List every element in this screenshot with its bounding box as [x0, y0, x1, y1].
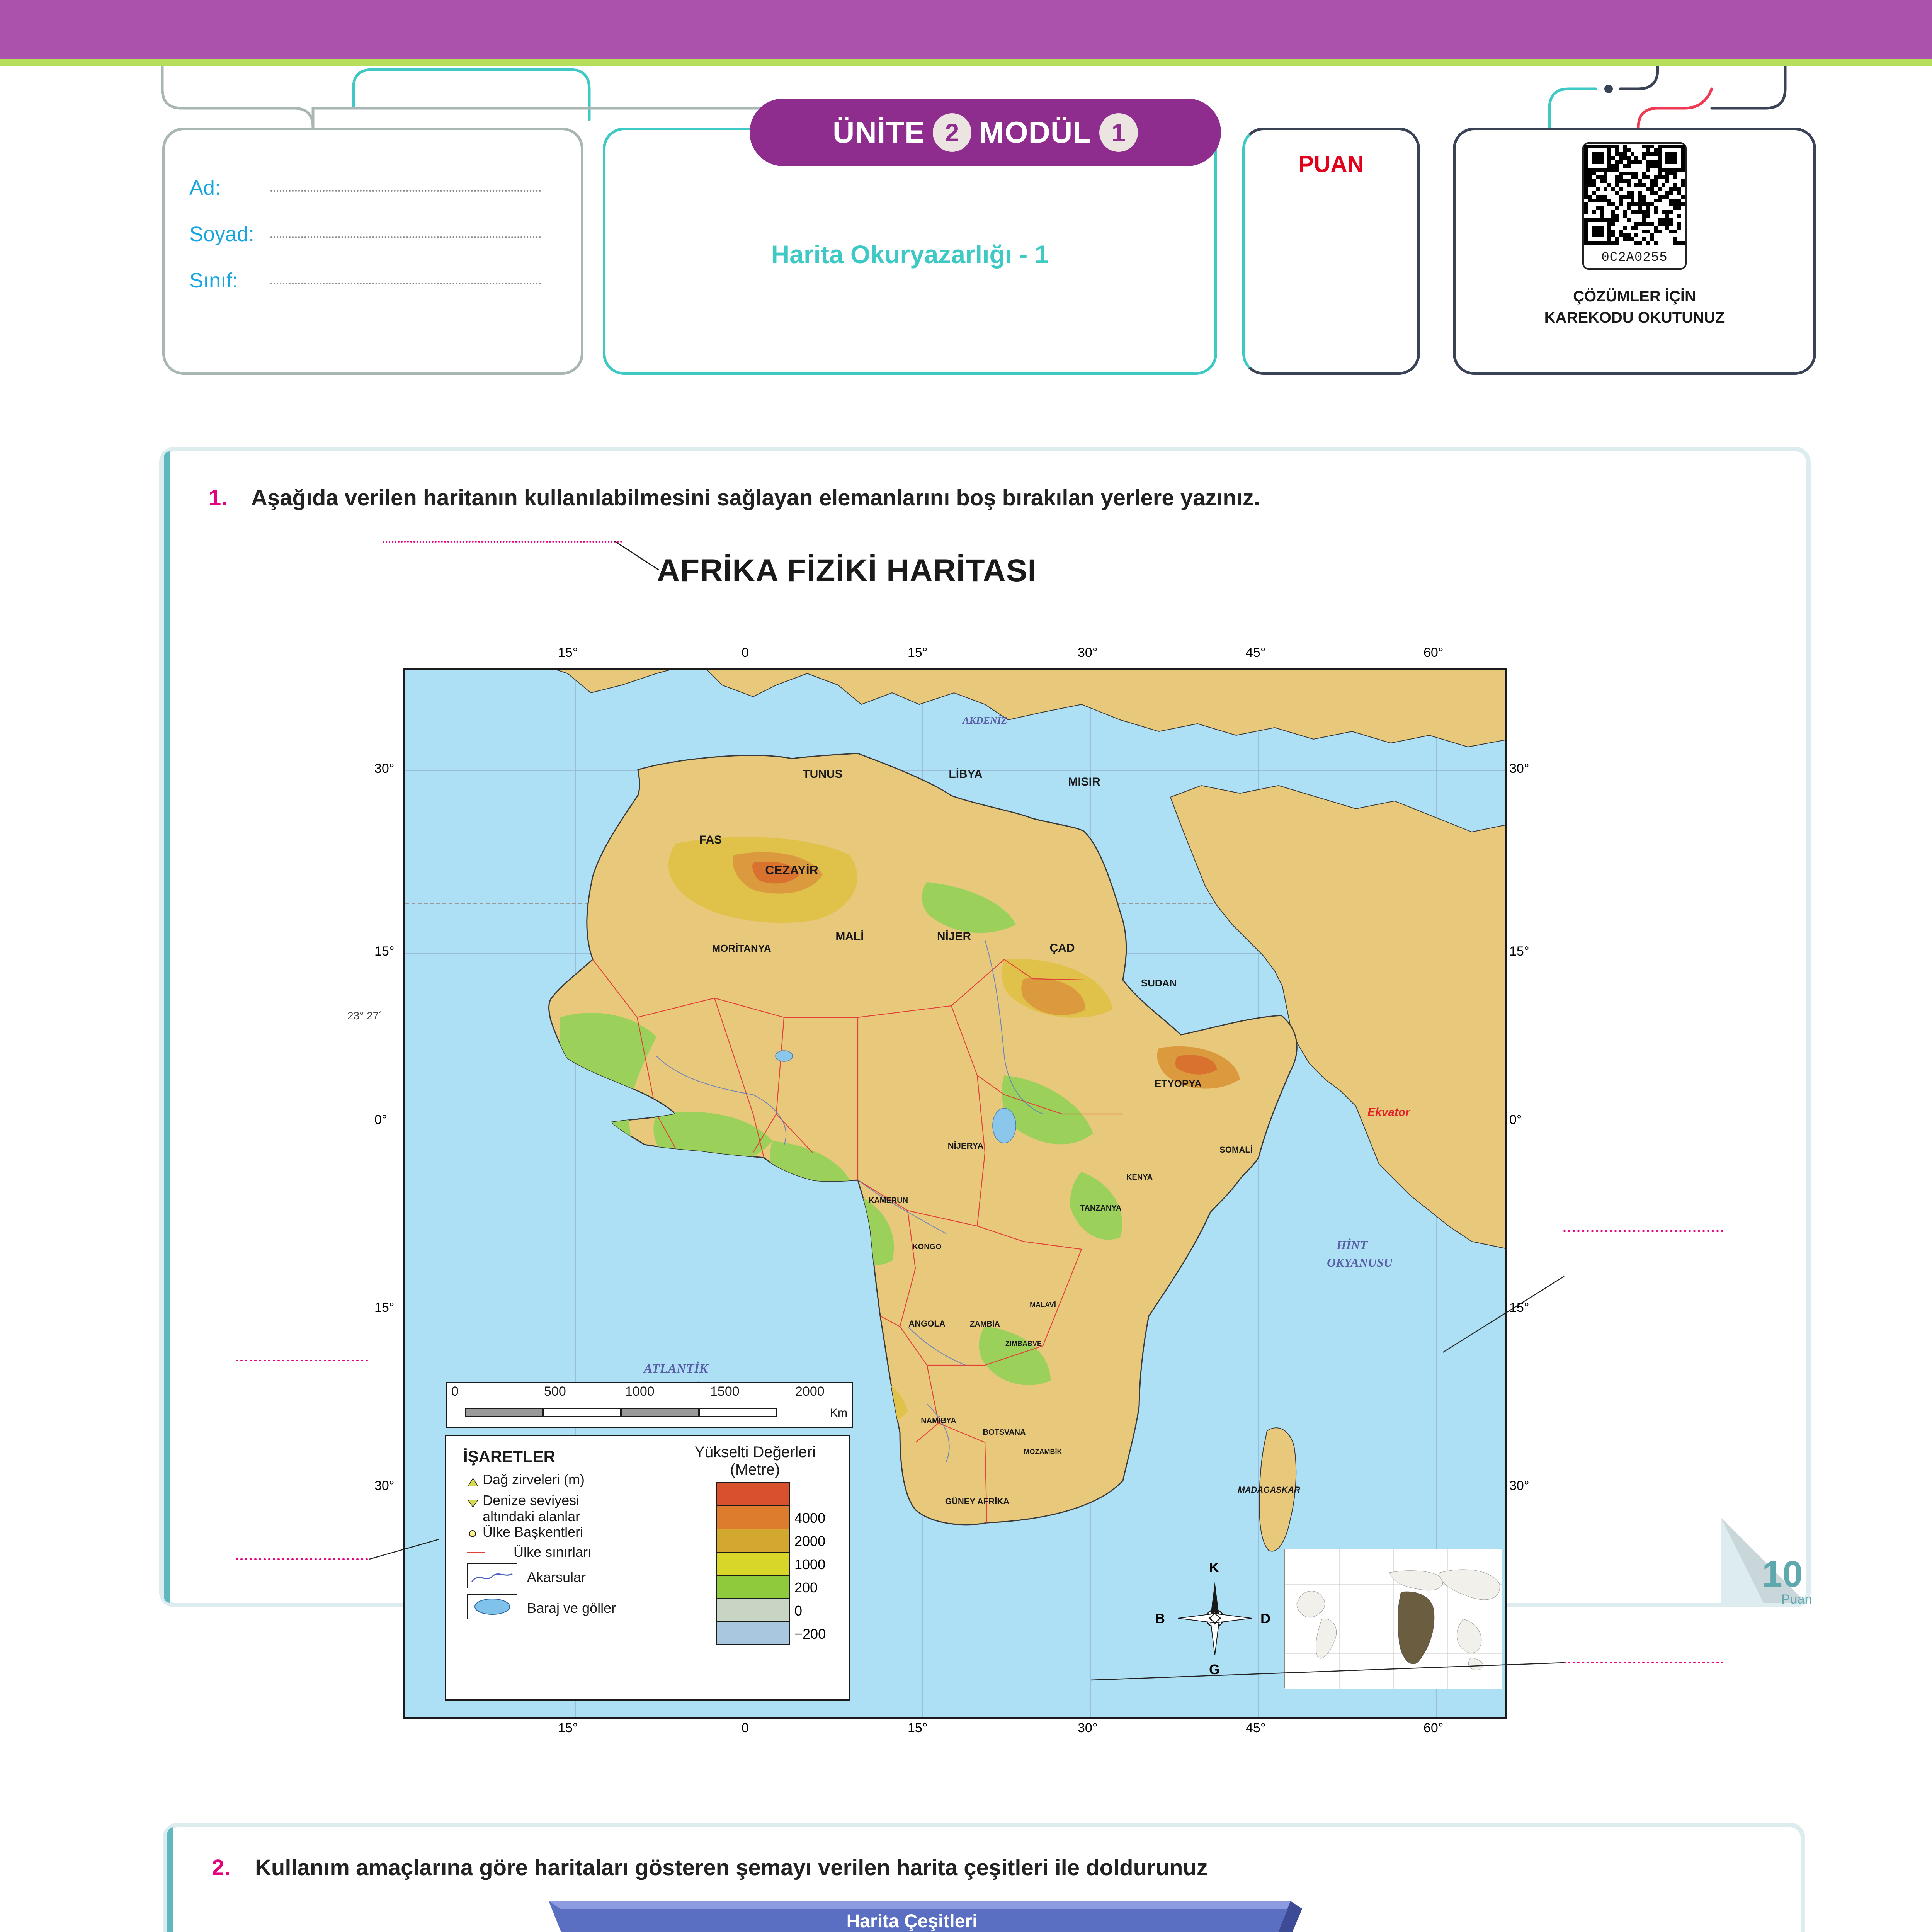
svg-text:KAMERUN: KAMERUN	[869, 1196, 908, 1205]
svg-text:MORİTANYA: MORİTANYA	[712, 942, 771, 954]
svg-text:MALİ: MALİ	[835, 930, 864, 943]
svg-text:GÜNEY AFRİKA: GÜNEY AFRİKA	[945, 1497, 1009, 1506]
svg-text:NİJER: NİJER	[937, 930, 971, 943]
svg-text:ETYOPYA: ETYOPYA	[1155, 1078, 1202, 1089]
svg-text:SOMALİ: SOMALİ	[1219, 1145, 1253, 1155]
svg-text:KONGO: KONGO	[912, 1243, 942, 1251]
svg-text:CEZAYİR: CEZAYİR	[765, 863, 818, 877]
svg-text:MALAVİ: MALAVİ	[1030, 1301, 1056, 1309]
svg-text:FAS: FAS	[699, 833, 722, 846]
svg-text:ZİMBABVE: ZİMBABVE	[1005, 1340, 1042, 1347]
svg-text:SUDAN: SUDAN	[1141, 977, 1177, 989]
svg-text:KENYA: KENYA	[1126, 1173, 1153, 1182]
svg-text:AKDENİZ: AKDENİZ	[962, 715, 1007, 726]
svg-text:NİJERYA: NİJERYA	[948, 1141, 984, 1151]
svg-text:Ekvator: Ekvator	[1367, 1106, 1411, 1119]
svg-text:ZAMBİA: ZAMBİA	[970, 1320, 1000, 1328]
svg-text:TUNUS: TUNUS	[803, 768, 842, 781]
svg-text:MADAGASKAR: MADAGASKAR	[1238, 1485, 1300, 1495]
svg-text:BOTSVANA: BOTSVANA	[983, 1428, 1026, 1437]
svg-text:OKYANUSU: OKYANUSU	[1327, 1255, 1393, 1269]
svg-text:TANZANYA: TANZANYA	[1080, 1204, 1122, 1213]
svg-text:ÇAD: ÇAD	[1050, 942, 1075, 954]
svg-text:HİNT: HİNT	[1336, 1238, 1368, 1252]
svg-text:LİBYA: LİBYA	[949, 768, 982, 781]
svg-text:NAMİBYA: NAMİBYA	[921, 1416, 956, 1425]
svg-text:MISIR: MISIR	[1068, 776, 1100, 788]
svg-text:ANGOLA: ANGOLA	[908, 1319, 945, 1328]
svg-text:ATLANTİK: ATLANTİK	[643, 1361, 709, 1376]
svg-text:MOZAMBİK: MOZAMBİK	[1024, 1448, 1062, 1456]
